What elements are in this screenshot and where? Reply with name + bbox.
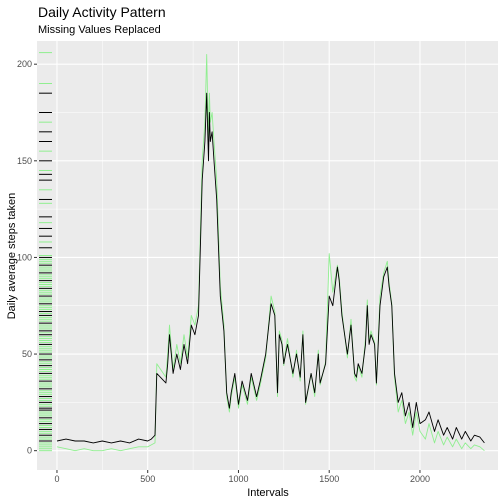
y-axis-title: Daily average steps taken — [6, 193, 18, 320]
x-tick-label: 500 — [140, 474, 155, 484]
gridlines — [37, 41, 498, 470]
series-line-replaced — [56, 92, 485, 444]
plot-panel — [37, 41, 498, 470]
x-tick-label: 1500 — [319, 474, 339, 484]
y-tick-label: 50 — [22, 349, 32, 359]
y-tick-label: 100 — [17, 252, 32, 262]
y-tick-label: 0 — [27, 446, 32, 456]
rug-marks — [39, 52, 52, 452]
y-tick-label: 150 — [17, 156, 32, 166]
y-tick-label: 200 — [17, 59, 32, 69]
axis-ticks: 0 500 1000 1500 2000 0 50 100 150 200 — [17, 59, 430, 484]
x-tick-label: 1000 — [228, 474, 248, 484]
series-lines — [56, 54, 485, 452]
chart-subtitle: Missing Values Replaced — [38, 24, 161, 36]
series-line-original — [56, 54, 485, 452]
x-axis-title: Intervals — [247, 487, 289, 499]
x-tick-label: 2000 — [410, 474, 430, 484]
chart-title: Daily Activity Pattern — [38, 4, 166, 20]
x-tick-label: 0 — [54, 474, 59, 484]
